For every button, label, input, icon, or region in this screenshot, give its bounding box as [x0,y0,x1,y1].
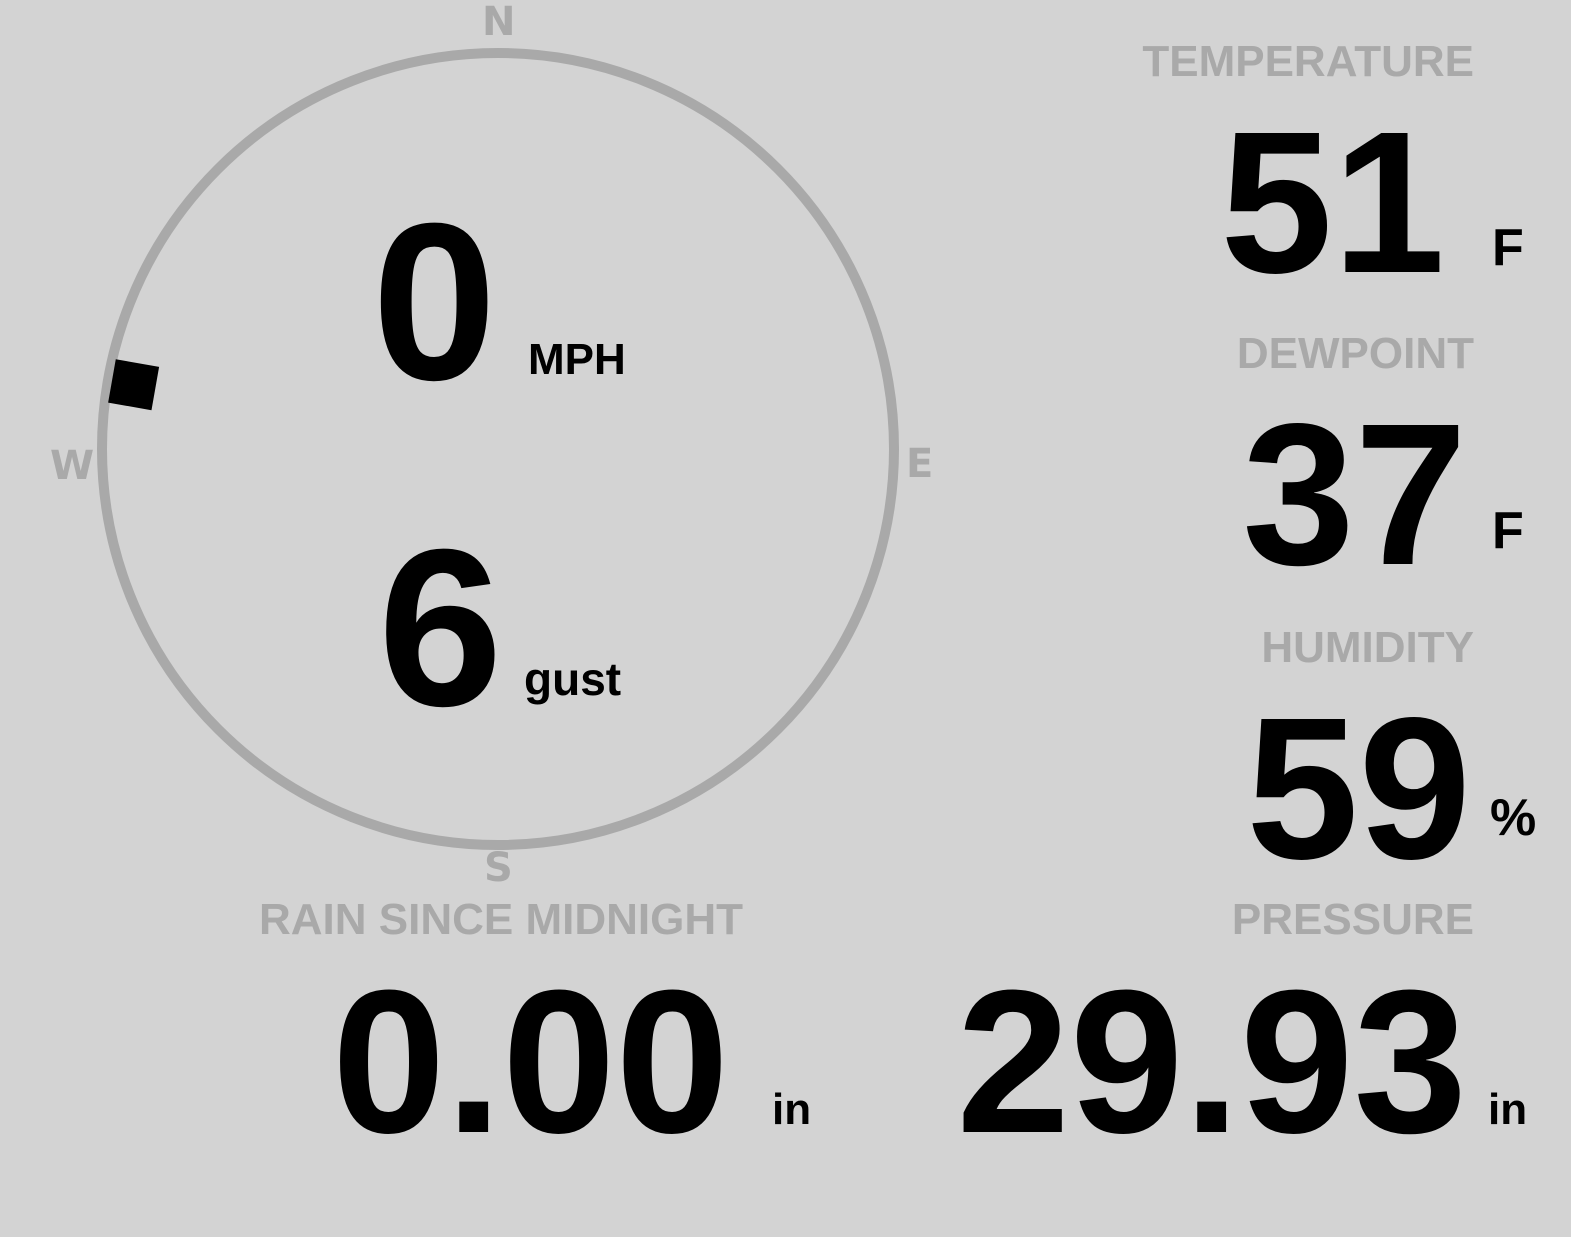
wind-speed-unit: MPH [528,335,626,384]
pressure-unit: in [1488,1085,1528,1134]
compass-north: N [482,0,516,45]
temperature-value: 51 [1220,89,1445,315]
pressure-label: PRESSURE [1231,895,1474,944]
dewpoint-value: 37 [1242,381,1467,607]
dewpoint-unit: F [1492,502,1524,560]
temperature-label: TEMPERATURE [1142,37,1474,86]
humidity-label: HUMIDITY [1261,623,1474,672]
gust-unit: gust [524,653,622,705]
compass-south: S [484,845,513,891]
humidity-value: 59 [1246,675,1471,901]
compass-ring [97,48,899,850]
rain-value: 0.00 [332,948,730,1176]
rain-unit: in [772,1085,812,1134]
humidity-unit: % [1490,789,1537,847]
temperature-unit: F [1492,219,1524,277]
wind-direction-marker [108,359,160,411]
compass-west: W [50,443,95,489]
wind-speed-value: 0 [372,177,497,427]
gust-value: 6 [378,503,503,753]
rain-label: RAIN SINCE MIDNIGHT [259,895,743,944]
dewpoint-label: DEWPOINT [1236,329,1474,378]
compass-east: E [906,441,934,487]
pressure-value: 29.93 [956,948,1468,1176]
